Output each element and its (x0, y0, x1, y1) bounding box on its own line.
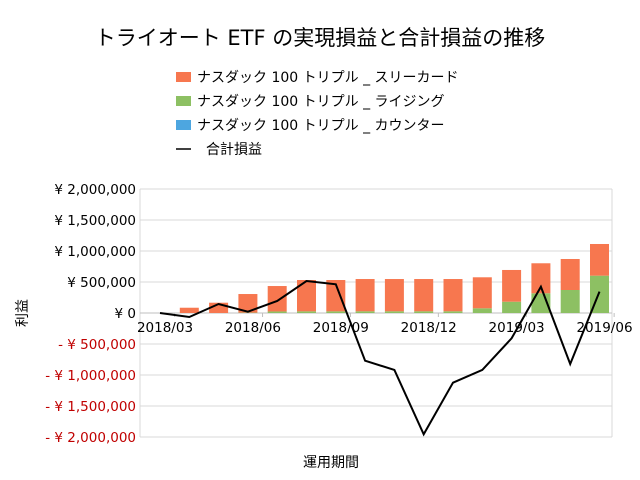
x-tick-label: 2018/09 (313, 320, 369, 336)
bar-2019/04 (531, 263, 551, 294)
bar-2018/10 (355, 311, 375, 313)
bar-2018/12 (414, 311, 434, 313)
x-axis-title: 運用期間 (303, 455, 359, 471)
bar-2018/07 (267, 311, 287, 313)
bar-2018/08 (297, 280, 316, 312)
chart-title: トライオート ETF の実現損益と合計損益の推移 (95, 26, 546, 50)
y-tick-label: ¥ 2,000,000 (54, 182, 136, 198)
bar-2019/01 (443, 311, 463, 313)
bar-2019/03 (502, 269, 522, 302)
y-axis-title: 利益 (15, 299, 31, 327)
bar-2019/06 (590, 243, 609, 276)
legend-swatch (176, 96, 191, 106)
y-axis-ticks: ¥ 2,000,000 ¥ 1,500,000 ¥ 1,000,000 ¥ 500,0… (45, 182, 136, 446)
bar-2018/08 (297, 311, 316, 313)
bar-2019/05 (560, 258, 580, 290)
y-tick-label: - ¥ 1,500,000 (45, 399, 136, 415)
legend-swatch (176, 72, 191, 82)
y-tick-label: ¥ 1,500,000 (54, 213, 136, 229)
legend-label: 合計損益 (206, 142, 262, 158)
legend-label: ナスダック 100 トリプル _ スリーカード (197, 70, 459, 86)
bar-2018/06 (238, 294, 258, 313)
bar-2018/11 (384, 279, 404, 312)
total-line (159, 279, 601, 437)
legend-label: ナスダック 100 トリプル _ ライジング (197, 94, 445, 110)
bar-2019/02 (472, 308, 492, 313)
bar-2018/07 (267, 286, 287, 312)
bar-2018/12 (414, 279, 434, 312)
legend-label: ナスダック 100 トリプル _ カウンター (197, 118, 445, 134)
bar-2019/03 (502, 301, 522, 313)
legend-swatch (176, 120, 191, 130)
bar-2018/04 (179, 307, 199, 313)
bar-2018/11 (384, 311, 404, 313)
bar-2018/10 (355, 279, 375, 312)
bars (179, 243, 609, 313)
x-tick-label: 2018/12 (401, 320, 457, 336)
x-tick-label: 2018/06 (225, 320, 281, 336)
bar-2018/05 (209, 302, 229, 313)
bar-2018/09 (326, 311, 346, 313)
y-tick-label: - ¥ 1,000,000 (45, 368, 136, 384)
grid (139, 188, 613, 438)
x-tick-label: 2018/03 (137, 320, 193, 336)
y-tick-label: ¥ 0 (115, 306, 136, 322)
y-tick-label: - ¥ 2,000,000 (45, 430, 136, 446)
bar-2019/02 (472, 277, 492, 309)
y-tick-label: - ¥ 500,000 (58, 337, 136, 353)
bar-2019/05 (560, 289, 580, 313)
bar-2019/01 (443, 279, 463, 312)
bar-2018/09 (326, 280, 346, 312)
total-pl-line (159, 279, 601, 437)
y-tick-label: ¥ 1,000,000 (54, 244, 136, 260)
y-tick-label: ¥ 500,000 (67, 275, 136, 291)
x-tick-label: 2019/06 (576, 320, 632, 336)
